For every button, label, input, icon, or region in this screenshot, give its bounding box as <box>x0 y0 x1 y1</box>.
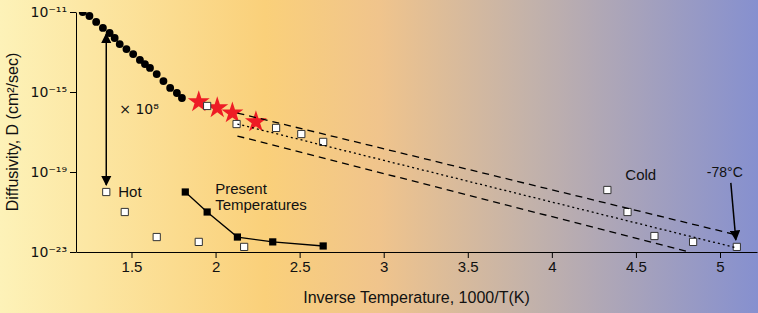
point <box>241 243 248 250</box>
series <box>79 12 186 102</box>
series-line <box>237 113 736 235</box>
series <box>237 124 736 248</box>
chart-container: 10⁻¹¹ 10⁻¹⁵ 10⁻¹⁹ 10⁻²³ 1.5 2 2.5 3 3.5 4 4.5 5 × 10… <box>0 0 758 313</box>
point <box>689 238 696 245</box>
y-tick: 10⁻¹⁵ <box>31 84 76 100</box>
x-tick: 1.5 <box>122 252 143 275</box>
series <box>182 188 327 249</box>
series <box>237 136 689 252</box>
x-tick: 2.5 <box>290 252 311 275</box>
annotation-text: × 10⁸ <box>119 101 159 117</box>
x-tick: 3 <box>380 252 388 275</box>
point <box>103 188 110 195</box>
series <box>237 113 736 235</box>
x-tick-label: 3 <box>380 258 388 275</box>
y-tick-label: 10⁻¹¹ <box>31 4 67 20</box>
y-tick-label: 10⁻¹⁹ <box>31 164 68 180</box>
y-tick-mark <box>70 12 76 13</box>
point <box>92 18 100 26</box>
series <box>188 90 267 131</box>
y-axis-title: Diffusivity, D (cm²/sec) <box>4 53 21 212</box>
series-label: Cold <box>625 166 656 183</box>
point <box>245 110 267 131</box>
point <box>123 45 131 53</box>
series <box>604 186 741 250</box>
x-tick-label: 4.5 <box>626 258 647 275</box>
series-line <box>237 136 689 252</box>
series-label-line: Present <box>215 180 268 197</box>
x-tick: 4 <box>548 252 556 275</box>
chart-svg: 10⁻¹¹ 10⁻¹⁵ 10⁻¹⁹ 10⁻²³ 1.5 2 2.5 3 3.5 4 4.5 5 × 10… <box>0 0 758 313</box>
point <box>651 232 658 239</box>
point <box>320 242 327 249</box>
point <box>178 94 186 102</box>
point <box>269 238 276 245</box>
y-axis: 10⁻¹¹ 10⁻¹⁵ 10⁻¹⁹ 10⁻²³ <box>31 4 77 260</box>
x-tick: 3.5 <box>458 252 479 275</box>
x-tick-label: 1.5 <box>122 258 143 275</box>
point <box>298 130 305 137</box>
y-tick: 10⁻²³ <box>31 244 76 260</box>
annotation-text: -78°C <box>707 164 743 180</box>
point <box>99 24 107 32</box>
x-tick: 5 <box>716 252 724 275</box>
x-tick-label: 3.5 <box>458 258 479 275</box>
point <box>624 208 631 215</box>
point <box>221 101 243 122</box>
y-tick: 10⁻¹⁹ <box>31 164 76 180</box>
y-tick-mark <box>70 172 76 173</box>
point <box>111 34 119 42</box>
x-tick-label: 2.5 <box>290 258 311 275</box>
series-line <box>185 192 323 246</box>
x-tick-label: 2 <box>212 258 220 275</box>
y-tick-mark <box>70 92 76 93</box>
series <box>204 102 327 145</box>
point <box>153 70 161 78</box>
point <box>160 77 168 85</box>
point <box>272 124 279 131</box>
point <box>204 102 211 109</box>
annotations: × 10⁸ -78°C Hot Cold PresentTemperatures <box>106 34 743 240</box>
plot: 10⁻¹¹ 10⁻¹⁵ 10⁻¹⁹ 10⁻²³ 1.5 2 2.5 3 3.5 4 4.5 5 × 10… <box>31 4 758 275</box>
y-tick-label: 10⁻¹⁵ <box>31 84 67 100</box>
background <box>0 0 758 313</box>
x-tick: 4.5 <box>626 252 647 275</box>
point <box>182 188 189 195</box>
y-tick: 10⁻¹¹ <box>31 4 76 20</box>
point <box>121 208 128 215</box>
point <box>146 64 154 72</box>
point <box>129 50 137 58</box>
point <box>153 233 160 240</box>
annotation-arrow <box>731 183 736 240</box>
y-tick-label: 10⁻²³ <box>31 244 67 260</box>
x-tick-label: 4 <box>548 258 556 275</box>
point <box>195 238 202 245</box>
marks <box>79 12 741 252</box>
series-label: Hot <box>118 183 142 200</box>
point <box>204 208 211 215</box>
x-tick-label: 5 <box>716 258 724 275</box>
annotation-arrow <box>106 34 108 185</box>
series-label: PresentTemperatures <box>215 180 307 213</box>
point <box>604 186 611 193</box>
series-label-line: Temperatures <box>215 196 307 213</box>
point <box>86 12 94 20</box>
x-axis: 1.5 2 2.5 3 3.5 4 4.5 5 <box>77 252 758 275</box>
y-axis-line <box>76 13 77 253</box>
point <box>79 12 87 16</box>
point <box>234 233 241 240</box>
point <box>166 84 174 92</box>
x-axis-line <box>77 252 758 253</box>
point <box>116 40 124 48</box>
y-tick-mark <box>70 252 76 253</box>
series-line <box>237 124 736 248</box>
x-tick: 2 <box>212 252 220 275</box>
x-axis-title: Inverse Temperature, 1000/T(K) <box>303 289 529 306</box>
